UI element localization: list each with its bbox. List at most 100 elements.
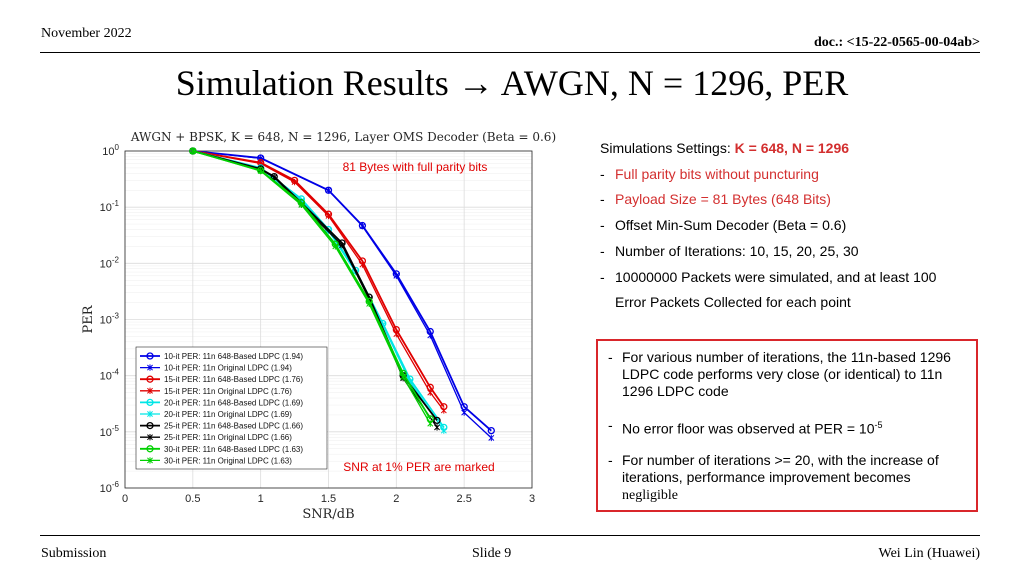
- series-path: [192, 150, 445, 408]
- data-point: [146, 398, 154, 407]
- settings-item: - Payload Size = 81 Bytes (648 Bits): [600, 191, 831, 208]
- data-point: [359, 261, 366, 268]
- series-line: [189, 147, 434, 427]
- legend-label: 15-it PER: 11n 648-Based LDPC (1.76): [164, 375, 303, 384]
- data-point: [147, 387, 153, 394]
- data-point: [147, 410, 153, 418]
- legend-entry: 10-it PER: 11n 648-Based LDPC (1.94): [140, 352, 303, 361]
- header-date: November 2022: [41, 26, 132, 41]
- data-point: [427, 389, 434, 396]
- per-chart: 0 0.5 1 1.5 2 2.5 3 100 10-1 10-2 10-3 10-4 10-5 10-6…: [81, 130, 556, 522]
- footer-slide-number: Slide 9: [472, 546, 512, 561]
- data-point: [339, 242, 346, 249]
- x-tick-label: 3: [529, 493, 535, 505]
- settings-item: - Offset Min-Sum Decoder (Beta = 0.6): [600, 217, 847, 234]
- footer-divider: [40, 535, 980, 536]
- y-axis-label: PER: [81, 304, 96, 333]
- header-doc-id: doc.: <15-22-0565-00-04ab>: [813, 35, 980, 50]
- chart-title: AWGN + BPSK, K = 648, N = 1296, Layer OM…: [130, 130, 556, 144]
- settings-item-continuation: Error Packets Collected for each point: [615, 294, 851, 311]
- data-point: [461, 409, 468, 416]
- y-tick-label: 10-3: [100, 312, 120, 327]
- data-point: [147, 364, 153, 371]
- data-point: [146, 375, 154, 383]
- data-point: [434, 424, 440, 431]
- legend-label: 25-it PER: 11n 648-Based LDPC (1.66): [164, 422, 303, 431]
- legend-entry: 25-it PER: 11n 648-Based LDPC (1.66): [140, 422, 303, 431]
- y-tick-label: 10-6: [100, 480, 120, 495]
- x-tick-label: 1.5: [321, 493, 336, 505]
- settings-heading-value: K = 648, N = 1296: [734, 140, 850, 156]
- data-point: [146, 421, 154, 430]
- data-point: [147, 434, 153, 441]
- footer-author: Wei Lin (Huawei): [878, 546, 981, 561]
- x-axis-label: SNR/dB: [302, 507, 354, 522]
- data-point: [487, 426, 495, 435]
- legend-label: 10-it PER: 11n 648-Based LDPC (1.94): [164, 352, 303, 361]
- findings-box: - For various number of iterations, the 1…: [596, 339, 978, 512]
- header-divider: [40, 52, 980, 53]
- settings-panel: Simulations Settings: K = 648, N = 1296 …: [600, 136, 1000, 316]
- settings-heading-line: Simulations Settings: K = 648, N = 1296: [600, 136, 1000, 162]
- y-tick-label: 10-2: [100, 255, 120, 270]
- legend-entry: 25-it PER: 11n Original LDPC (1.66): [140, 433, 292, 442]
- legend-label: 20-it PER: 11n Original LDPC (1.69): [164, 410, 292, 419]
- y-tick-label: 100: [102, 143, 119, 158]
- finding-3: - For number of iterations >= 20, with th…: [608, 452, 939, 503]
- data-point: [359, 222, 366, 230]
- data-point: [298, 201, 305, 209]
- x-tick-label: 0: [122, 493, 128, 505]
- legend: 10-it PER: 11n 648-Based LDPC (1.94) 10-i…: [135, 346, 328, 470]
- settings-item: - Full parity bits without puncturing: [600, 165, 819, 182]
- footer-submission: Submission: [41, 546, 107, 561]
- series-path: [192, 150, 492, 439]
- finding-1: - For various number of iterations, the 1…: [608, 349, 951, 399]
- data-point: [189, 147, 196, 155]
- legend-box: [135, 346, 328, 470]
- data-point: [393, 330, 400, 338]
- data-point: [147, 457, 153, 464]
- x-tick-label: 2: [393, 493, 399, 505]
- legend-entry: 10-it PER: 11n Original LDPC (1.94): [140, 364, 292, 373]
- data-point: [325, 187, 332, 194]
- data-point: [291, 178, 298, 186]
- data-point: [325, 212, 332, 220]
- legend-label: 10-it PER: 11n Original LDPC (1.94): [164, 364, 292, 373]
- data-point: [332, 243, 339, 250]
- data-point: [400, 373, 407, 381]
- legend-entry: 15-it PER: 11n Original LDPC (1.76): [140, 387, 292, 396]
- settings-item: -10000000 Packets were simulated, and at…: [600, 268, 937, 285]
- legend-entry: 30-it PER: 11n 648-Based LDPC (1.63): [140, 445, 303, 454]
- x-tick-label: 0.5: [185, 493, 200, 505]
- settings-item: - Number of Iterations: 10, 15, 20, 25, 3…: [600, 242, 859, 259]
- y-tick-label: 10-1: [100, 199, 120, 214]
- data-point: [393, 272, 400, 279]
- data-point: [257, 167, 264, 175]
- legend-entry: 20-it PER: 11n 648-Based LDPC (1.69): [140, 398, 303, 407]
- series-line: [189, 147, 495, 442]
- annotation-full-parity: 81 Bytes with full parity bits: [343, 160, 488, 174]
- data-point: [440, 427, 447, 434]
- x-tick-label: 2.5: [457, 493, 472, 505]
- data-point: [488, 434, 495, 442]
- legend-entry: 30-it PER: 11n Original LDPC (1.63): [140, 456, 292, 465]
- settings-heading: Simulations Settings:: [600, 140, 731, 156]
- legend-entry: 20-it PER: 11n Original LDPC (1.69): [140, 410, 292, 419]
- data-point: [146, 445, 154, 453]
- legend-label: 30-it PER: 11n Original LDPC (1.63): [164, 456, 292, 465]
- legend-label: 20-it PER: 11n 648-Based LDPC (1.69): [164, 398, 303, 407]
- annotation-snr-marked: SNR at 1% PER are marked: [343, 460, 494, 474]
- data-point: [433, 416, 441, 425]
- data-point: [146, 352, 154, 360]
- series-path: [192, 150, 445, 411]
- y-tick-label: 10-5: [100, 424, 120, 439]
- legend-label: 15-it PER: 11n Original LDPC (1.76): [164, 387, 292, 396]
- x-tick-label: 1: [258, 493, 264, 505]
- slide-title: Simulation Results → AWGN, N = 1296, PER: [175, 63, 849, 103]
- axes-frame: [124, 150, 533, 489]
- finding-2: - No error floor was observed at PER = 10…: [608, 417, 883, 437]
- data-point: [366, 300, 373, 308]
- y-tick-label: 10-4: [100, 368, 120, 383]
- data-point: [427, 332, 434, 339]
- data-point: [440, 407, 447, 414]
